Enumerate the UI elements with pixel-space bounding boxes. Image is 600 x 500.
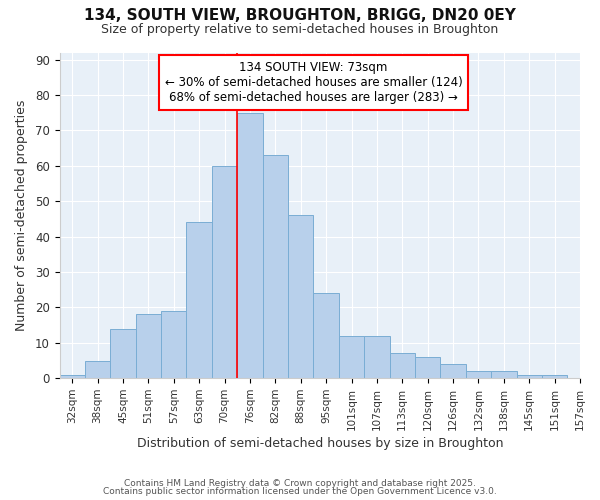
Text: Size of property relative to semi-detached houses in Broughton: Size of property relative to semi-detach… — [101, 22, 499, 36]
Bar — [59, 374, 85, 378]
Bar — [263, 155, 288, 378]
Bar — [339, 336, 364, 378]
Text: Contains HM Land Registry data © Crown copyright and database right 2025.: Contains HM Land Registry data © Crown c… — [124, 478, 476, 488]
Bar — [313, 293, 339, 378]
Text: 134, SOUTH VIEW, BROUGHTON, BRIGG, DN20 0EY: 134, SOUTH VIEW, BROUGHTON, BRIGG, DN20 … — [84, 8, 516, 22]
Bar — [542, 374, 568, 378]
Bar — [517, 374, 542, 378]
Bar — [466, 371, 491, 378]
Text: Contains public sector information licensed under the Open Government Licence v3: Contains public sector information licen… — [103, 487, 497, 496]
Bar — [491, 371, 517, 378]
Bar — [364, 336, 389, 378]
Bar — [85, 360, 110, 378]
Bar — [389, 354, 415, 378]
Bar — [161, 311, 187, 378]
Bar — [187, 222, 212, 378]
Text: 134 SOUTH VIEW: 73sqm
← 30% of semi-detached houses are smaller (124)
68% of sem: 134 SOUTH VIEW: 73sqm ← 30% of semi-deta… — [164, 62, 462, 104]
X-axis label: Distribution of semi-detached houses by size in Broughton: Distribution of semi-detached houses by … — [137, 437, 503, 450]
Bar — [415, 357, 440, 378]
Bar — [212, 166, 237, 378]
Y-axis label: Number of semi-detached properties: Number of semi-detached properties — [15, 100, 28, 331]
Bar — [288, 216, 313, 378]
Bar — [440, 364, 466, 378]
Bar — [136, 314, 161, 378]
Bar — [237, 112, 263, 378]
Bar — [110, 328, 136, 378]
